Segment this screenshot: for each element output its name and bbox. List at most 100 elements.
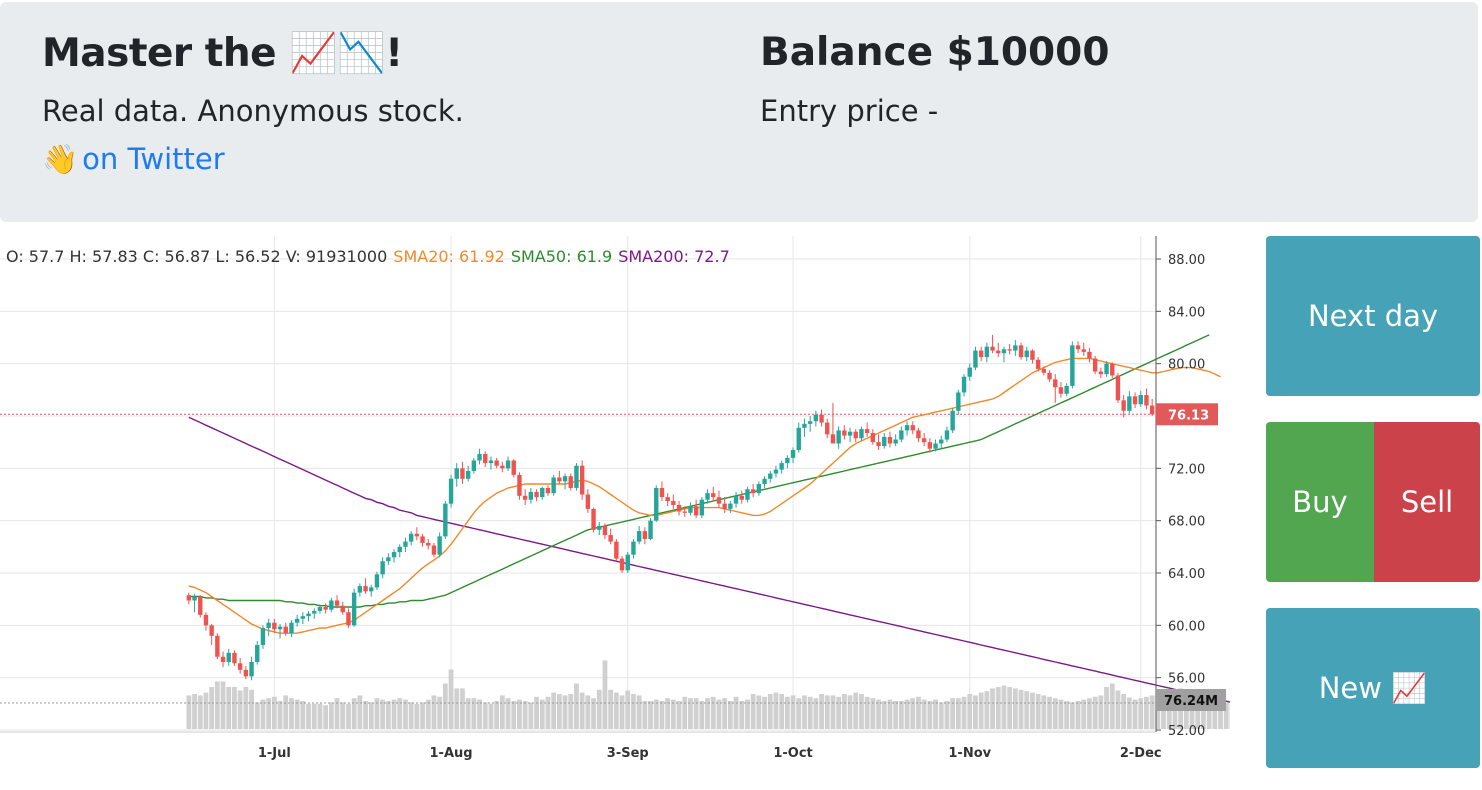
candle-body	[711, 493, 716, 498]
candle-body	[1041, 368, 1047, 373]
volume-bar	[568, 694, 574, 729]
volume-bar	[841, 694, 847, 729]
volume-bar	[442, 683, 448, 729]
candle-body	[654, 487, 659, 521]
volume-bar	[545, 696, 551, 729]
ohlcv-readout: O: 57.7 H: 57.83 C: 56.87 L: 56.52 V: 91…	[6, 247, 388, 266]
new-stock-button[interactable]: New 📈	[1266, 608, 1480, 768]
volume-bar	[1024, 691, 1030, 729]
candle-body	[699, 499, 705, 516]
candle-body	[631, 541, 636, 555]
volume-bar	[1058, 699, 1064, 729]
volume-bar	[773, 692, 779, 729]
volume-bar	[750, 694, 756, 729]
volume-bar	[488, 703, 494, 729]
volume-bar	[323, 705, 329, 729]
price-tick-label: 52.00	[1168, 724, 1205, 739]
candle-body	[545, 487, 551, 494]
candle-body	[802, 423, 807, 428]
time-tick-label: 2-Dec	[1120, 746, 1162, 761]
candle-body	[1110, 363, 1115, 376]
sma20-readout: SMA20: 61.92	[393, 247, 505, 266]
volume-bar	[203, 692, 209, 729]
volume-bar	[784, 696, 790, 729]
volume-bar	[830, 695, 836, 729]
volume-bar	[306, 703, 311, 729]
volume-bar	[790, 695, 796, 729]
last-volume-label-bg	[1156, 689, 1226, 711]
volume-bar	[659, 701, 665, 729]
volume-bar	[1007, 687, 1013, 729]
candle-body	[540, 487, 545, 498]
sma200-readout: SMA200: 72.7	[618, 247, 730, 266]
volume-bar	[232, 687, 237, 729]
candle-body	[408, 533, 414, 542]
last-price-label: 76.13	[1168, 408, 1209, 423]
volume-bar	[311, 703, 317, 729]
volume-bar	[471, 698, 477, 729]
candle-body	[403, 541, 408, 547]
price-tick-label: 80.00	[1168, 358, 1205, 373]
volume-bar	[1047, 696, 1052, 729]
volume-bar	[870, 698, 876, 729]
volume-bar	[346, 703, 351, 729]
candle-body	[557, 477, 562, 482]
time-tick-label: 1-Jul	[258, 746, 291, 761]
sell-button[interactable]: Sell	[1374, 422, 1480, 582]
candle-body	[363, 586, 368, 592]
volume-bar	[465, 698, 471, 729]
volume-bar	[682, 696, 688, 729]
volume-bar	[209, 687, 215, 729]
volume-bar	[477, 699, 482, 729]
candle-body	[203, 614, 209, 626]
price-chart[interactable]: 88.0084.0080.0076.0072.0068.0064.0060.00…	[0, 236, 1230, 770]
candle-body	[876, 442, 881, 447]
volume-bar	[699, 701, 705, 729]
volume-bar	[710, 696, 716, 729]
price-chart-canvas[interactable]: 88.0084.0080.0076.0072.0068.0064.0060.00…	[0, 236, 1230, 770]
candle-body	[619, 558, 625, 571]
volume-bar	[1041, 695, 1047, 729]
candle-body	[585, 494, 591, 509]
volume-bar	[978, 692, 984, 729]
buy-button[interactable]: Buy	[1266, 422, 1374, 582]
candle-body	[796, 427, 801, 451]
volume-bar	[881, 701, 887, 729]
candle-body	[933, 443, 938, 449]
candle-body	[642, 531, 648, 539]
candle-body	[517, 474, 522, 496]
volume-bar	[539, 699, 545, 729]
volume-bar	[950, 698, 956, 729]
next-day-button[interactable]: Next day	[1266, 236, 1480, 396]
volume-bar	[289, 698, 294, 729]
candle-body	[1030, 350, 1035, 360]
volume-bar	[779, 694, 785, 729]
candle-body	[790, 450, 796, 458]
candle-body	[1092, 358, 1098, 372]
volume-bar	[824, 695, 830, 729]
candle-body	[1081, 349, 1086, 352]
volume-bar	[328, 702, 334, 729]
volume-bar	[220, 681, 226, 729]
volume-bar	[670, 699, 676, 729]
candle-body	[500, 465, 505, 469]
candle-body	[369, 587, 374, 592]
header-panel: Master the 📈📉! Real data. Anonymous stoc…	[0, 2, 1478, 222]
volume-bar	[1212, 699, 1218, 729]
volume-bar	[385, 701, 391, 729]
candle-body	[237, 663, 243, 670]
volume-bar	[602, 660, 608, 729]
candle-body	[1070, 345, 1075, 386]
candle-body	[443, 503, 448, 537]
candle-body	[1127, 396, 1132, 411]
candle-body	[266, 622, 271, 628]
candle-body	[568, 476, 573, 488]
volume-bar	[1218, 701, 1223, 729]
candle-body	[386, 557, 391, 562]
volume-bar	[756, 695, 762, 729]
volume-bar	[1109, 683, 1115, 729]
candle-body	[483, 453, 488, 464]
twitter-link[interactable]: 👋 on Twitter	[42, 142, 225, 177]
candle-body	[329, 600, 334, 610]
volume-bar	[454, 688, 460, 729]
